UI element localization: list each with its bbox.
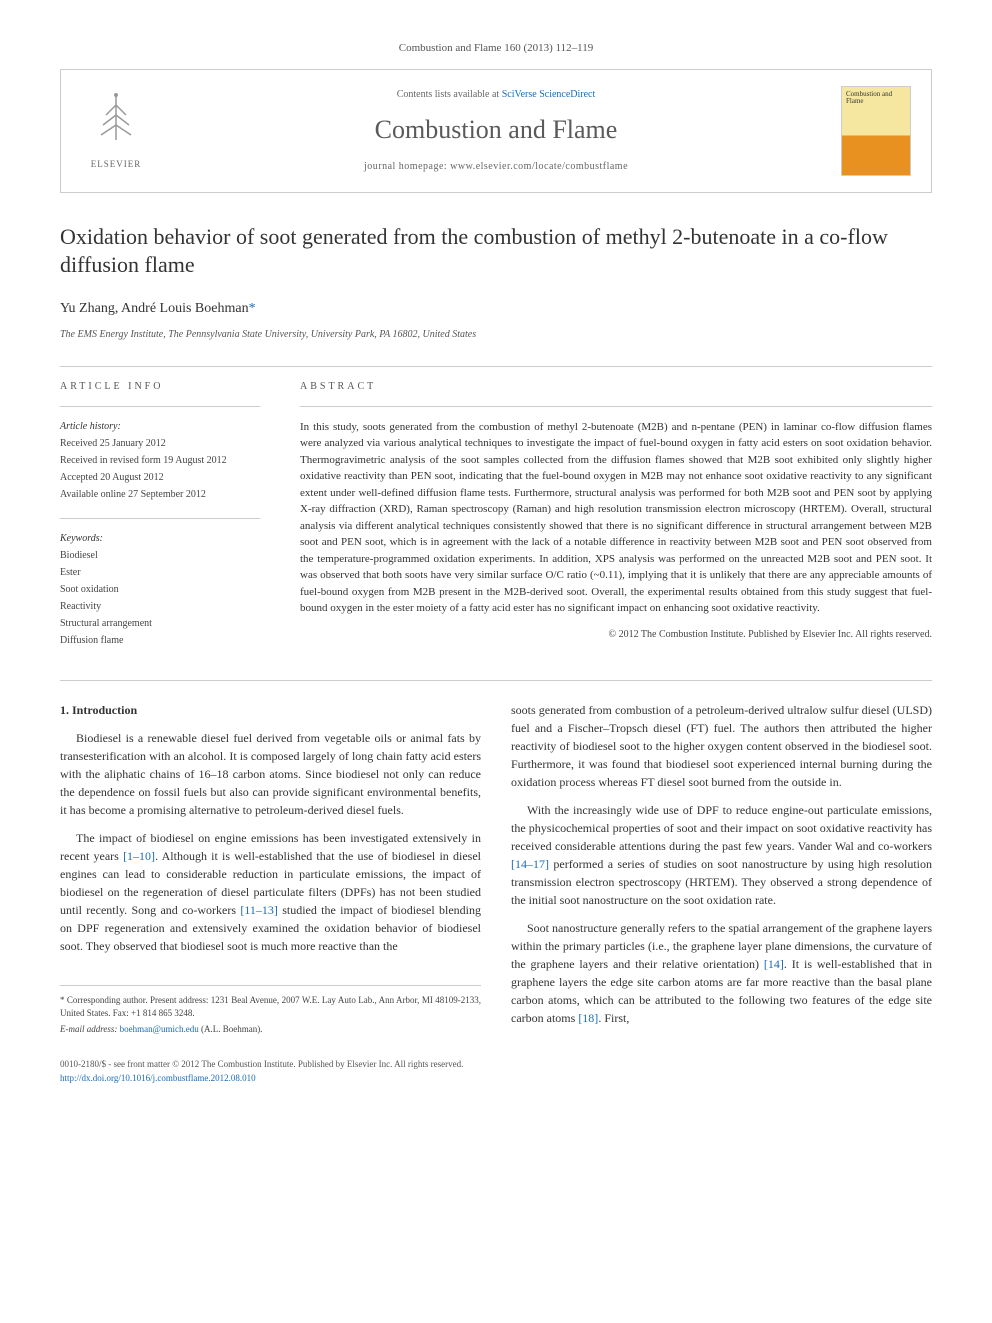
footer-bar: 0010-2180/$ - see front matter © 2012 Th… <box>60 1058 932 1085</box>
keyword-item: Soot oxidation <box>60 582 260 597</box>
info-abstract-row: ARTICLE INFO Article history: Received 2… <box>60 379 932 650</box>
body-paragraph: With the increasingly wide use of DPF to… <box>511 801 932 909</box>
history-item: Accepted 20 August 2012 <box>60 470 260 485</box>
keyword-item: Ester <box>60 565 260 580</box>
body-paragraph: The impact of biodiesel on engine emissi… <box>60 829 481 955</box>
cover-title: Combustion and Flame <box>846 91 906 106</box>
body-paragraph: Soot nanostructure generally refers to t… <box>511 919 932 1027</box>
abstract-heading: ABSTRACT <box>300 379 932 394</box>
journal-header-box: ELSEVIER Contents lists available at Sci… <box>60 69 932 193</box>
contents-prefix: Contents lists available at <box>397 89 502 100</box>
body-paragraph: soots generated from combustion of a pet… <box>511 701 932 791</box>
issn-line: 0010-2180/$ - see front matter © 2012 Th… <box>60 1058 932 1072</box>
reference-link[interactable]: [14] <box>764 957 784 971</box>
history-item: Received 25 January 2012 <box>60 436 260 451</box>
elsevier-logo: ELSEVIER <box>81 93 151 168</box>
body-columns: 1. Introduction Biodiesel is a renewable… <box>60 701 932 1039</box>
doi-link[interactable]: http://dx.doi.org/10.1016/j.combustflame… <box>60 1073 256 1083</box>
elsevier-label: ELSEVIER <box>91 158 142 172</box>
elsevier-tree-icon <box>91 90 141 158</box>
keyword-item: Reactivity <box>60 599 260 614</box>
abstract-divider <box>300 406 932 407</box>
corresponding-marker[interactable]: * <box>249 301 256 316</box>
journal-homepage: journal homepage: www.elsevier.com/locat… <box>171 159 821 174</box>
keyword-item: Diffusion flame <box>60 633 260 648</box>
body-right-column: soots generated from combustion of a pet… <box>511 701 932 1039</box>
divider-mid <box>60 680 932 681</box>
abstract-text: In this study, soots generated from the … <box>300 419 932 617</box>
history-label: Article history: <box>60 419 260 434</box>
article-info-heading: ARTICLE INFO <box>60 379 260 394</box>
reference-link[interactable]: [14–17] <box>511 857 549 871</box>
reference-link[interactable]: [11–13] <box>240 903 278 917</box>
homepage-url[interactable]: www.elsevier.com/locate/combustflame <box>450 161 628 172</box>
email-label: E-mail address: <box>60 1024 117 1034</box>
email-link[interactable]: boehman@umich.edu <box>120 1024 199 1034</box>
history-item: Available online 27 September 2012 <box>60 487 260 502</box>
info-divider-1 <box>60 406 260 407</box>
history-item: Received in revised form 19 August 2012 <box>60 453 260 468</box>
journal-cover-thumbnail: Combustion and Flame <box>841 86 911 176</box>
authors-line: Yu Zhang, André Louis Boehman* <box>60 298 932 319</box>
body-paragraph: Biodiesel is a renewable diesel fuel der… <box>60 729 481 819</box>
header-center: Contents lists available at SciVerse Sci… <box>171 87 821 174</box>
keywords-label: Keywords: <box>60 531 260 546</box>
homepage-prefix: journal homepage: <box>364 161 450 172</box>
abstract-column: ABSTRACT In this study, soots generated … <box>300 379 932 650</box>
corresponding-author-note: * Corresponding author. Present address:… <box>60 994 481 1021</box>
affiliation: The EMS Energy Institute, The Pennsylvan… <box>60 327 932 342</box>
authors-text: Yu Zhang, André Louis Boehman <box>60 301 249 316</box>
sciencedirect-link[interactable]: SciVerse ScienceDirect <box>502 89 596 100</box>
email-suffix: (A.L. Boehman). <box>201 1024 262 1034</box>
section-heading-intro: 1. Introduction <box>60 701 481 719</box>
keyword-item: Structural arrangement <box>60 616 260 631</box>
keywords-block: Keywords: Biodiesel Ester Soot oxidation… <box>60 518 260 648</box>
abstract-copyright: © 2012 The Combustion Institute. Publish… <box>300 627 932 642</box>
contents-available-line: Contents lists available at SciVerse Sci… <box>171 87 821 102</box>
keyword-item: Biodiesel <box>60 548 260 563</box>
email-line: E-mail address: boehman@umich.edu (A.L. … <box>60 1023 481 1037</box>
body-left-column: 1. Introduction Biodiesel is a renewable… <box>60 701 481 1039</box>
reference-link[interactable]: [1–10] <box>123 849 155 863</box>
header-citation: Combustion and Flame 160 (2013) 112–119 <box>60 40 932 57</box>
footnote-block: * Corresponding author. Present address:… <box>60 985 481 1037</box>
journal-name: Combustion and Flame <box>171 110 821 149</box>
divider-top <box>60 366 932 367</box>
reference-link[interactable]: [18] <box>578 1011 598 1025</box>
info-divider-2 <box>60 518 260 519</box>
article-title: Oxidation behavior of soot generated fro… <box>60 223 932 280</box>
article-info-column: ARTICLE INFO Article history: Received 2… <box>60 379 260 650</box>
